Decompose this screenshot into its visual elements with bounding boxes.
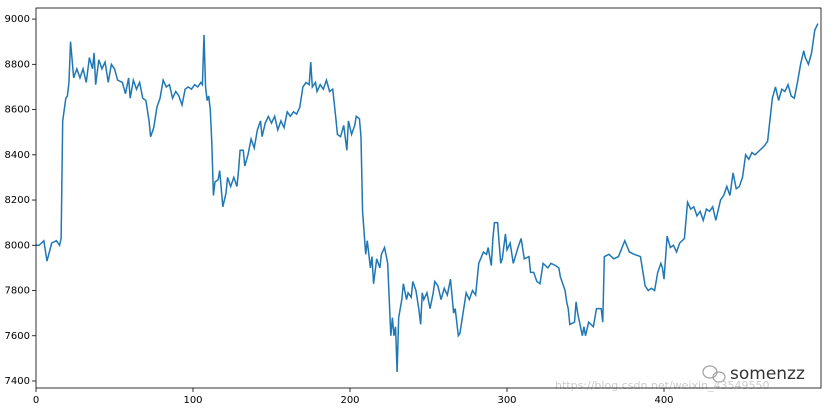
line: [36, 23, 819, 372]
x-tick-label: 300: [497, 395, 516, 406]
y-tick-label: 8000: [5, 240, 30, 251]
y-tick-label: 7400: [5, 376, 30, 387]
x-tick-label: 400: [654, 395, 673, 406]
y-tick-label: 9000: [5, 14, 30, 25]
watermark-url: https://blog.csdn.net/weixin_43549550: [555, 379, 770, 392]
x-tick-label: 0: [33, 395, 39, 406]
y-tick-label: 8400: [5, 150, 30, 161]
y-tick-label: 7600: [5, 331, 30, 342]
x-tick-label: 100: [183, 395, 202, 406]
watermark-icon: [702, 365, 726, 383]
y-tick-label: 8800: [5, 59, 30, 70]
y-tick-label: 7800: [5, 286, 30, 297]
axes-frame: [35, 7, 822, 389]
y-tick-label: 8600: [5, 105, 30, 116]
y-tick-label: 8200: [5, 195, 30, 206]
x-tick-label: 200: [340, 395, 359, 406]
watermark: somenzz: [730, 364, 805, 384]
